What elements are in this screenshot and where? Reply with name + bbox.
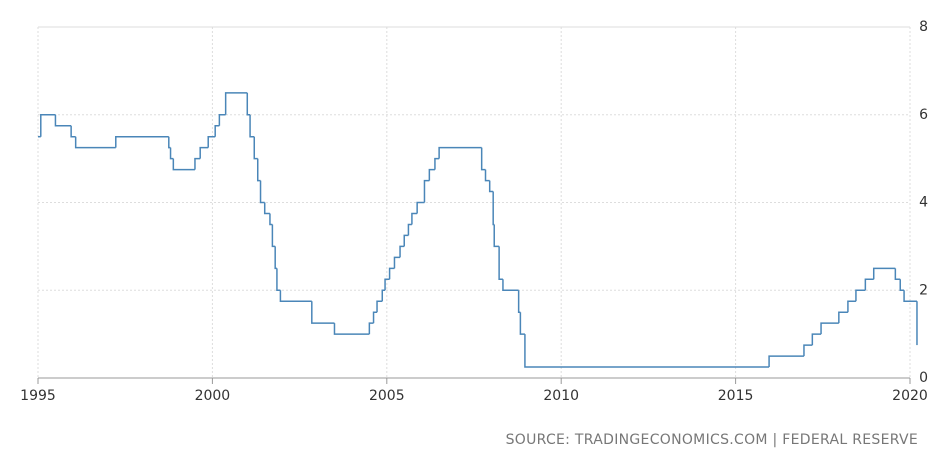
line-segment [411,212,418,225]
line-segment [894,268,901,281]
line-segment [246,92,251,116]
line-segment [269,213,273,226]
line-segment [249,114,255,138]
y-tick-label: 0 [919,370,928,386]
line-segment [838,311,848,324]
line-segment [493,224,500,248]
line-segment [253,136,258,160]
line-segment [416,201,425,214]
line-segment [899,279,905,291]
x-tick-label: 2005 [369,388,405,404]
line-segment [484,169,490,182]
x-tick-label: 2010 [543,388,579,404]
line-segment [311,301,335,324]
line-segment [199,146,209,159]
line-segment [407,223,412,236]
x-tick-label: 2000 [195,388,231,404]
line-segment [393,256,401,269]
line-segment [169,147,174,160]
x-tick-label: 1995 [20,388,56,404]
line-segment [40,114,56,137]
y-tick-label: 2 [919,282,928,298]
line-segment [172,158,195,171]
line-segment [218,114,226,126]
line-segment [256,158,261,182]
line-segment [259,180,265,204]
line-segment [70,125,76,138]
line-segment [498,246,503,281]
y-tick-label: 6 [919,107,928,123]
line-segment [207,135,216,148]
line-segment [847,300,856,313]
line-segment [194,157,201,170]
line-segment [376,300,383,313]
line-segment [388,267,395,280]
line-segment [381,289,386,302]
line-segment [488,180,494,193]
source: SOURCE: TRADINGECONOMICS.COM | FEDERAL R… [506,432,918,448]
line-segment [803,344,813,357]
line-segment [492,191,495,226]
y-tick-label: 4 [919,195,928,211]
x-tick-label: 2015 [718,388,754,404]
line-segment [434,157,440,170]
x-tick-label: 2020 [892,388,928,404]
line-segment [372,311,378,324]
line-segment [74,136,116,149]
line-segment [519,312,525,335]
line-segment [517,290,521,313]
line-segment [864,278,874,291]
line-segment [768,355,804,368]
line-segment [279,290,312,302]
line-segment [115,135,169,148]
line-segment [224,92,248,115]
line-segment [274,246,277,270]
line-segment [480,147,486,171]
line-segment [903,290,917,302]
line-segment [811,333,822,346]
line-segment [368,322,374,335]
line-segment [403,234,409,247]
line-segment [872,267,896,280]
line-segment [428,168,435,181]
y-tick-label: 8 [919,19,928,35]
line-segment [54,114,72,127]
line-segment [384,278,390,291]
line-segment [168,136,171,149]
line-segment [214,124,220,137]
line-segment [263,202,270,215]
line-segment [524,334,770,368]
line-segment [502,279,519,291]
line-segment [820,322,839,335]
line-segment [271,224,276,248]
line-segment [855,289,866,302]
line-segment [333,323,370,335]
line-segment [423,179,430,203]
line-segment [399,245,405,258]
line-segment [276,268,281,291]
line-segment [438,146,482,159]
